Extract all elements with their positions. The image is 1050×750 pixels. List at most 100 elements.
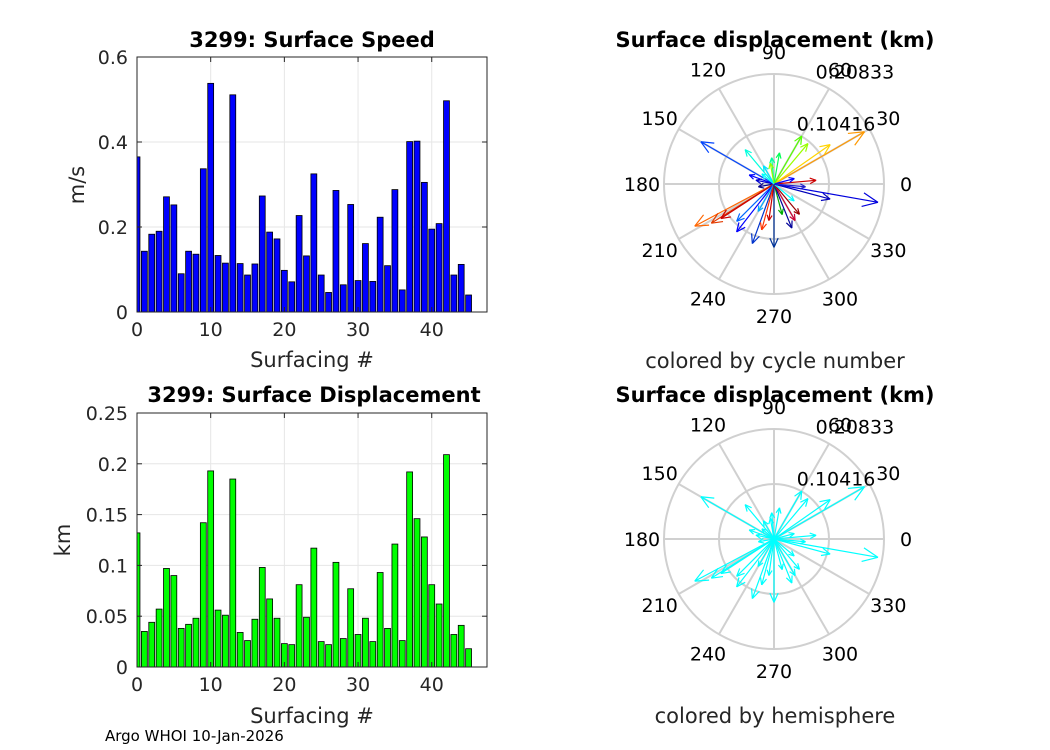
arrow-head [736, 226, 746, 233]
footer-credit: Argo WHOI 10-Jan-2026 [105, 727, 284, 745]
arrow-shaft [773, 490, 803, 540]
polar-subtitle: colored by cycle number [645, 349, 905, 373]
displacement-arrow [700, 496, 775, 540]
polar-ring [663, 428, 885, 650]
arrow-head [788, 176, 795, 180]
arrow-head [789, 178, 795, 183]
arrow-head [800, 135, 803, 145]
arrow-head [773, 237, 779, 248]
arrow-head [744, 149, 752, 154]
axes-box [136, 56, 488, 313]
arrow-head [759, 577, 763, 585]
arrow-head [700, 496, 715, 499]
polar-angle-label: 270 [756, 306, 792, 328]
displacement-arrow [762, 520, 775, 540]
arrow-head [805, 498, 809, 507]
arrow-head [751, 235, 760, 244]
x-tick-label: 0 [131, 319, 143, 341]
bar [428, 584, 436, 667]
x-tick-label: 10 [199, 674, 223, 696]
bar [137, 532, 141, 667]
bar [222, 614, 229, 667]
x-tick-label: 40 [420, 674, 444, 696]
bar [369, 641, 377, 667]
bar [258, 567, 266, 667]
arrow-head [819, 144, 831, 148]
bar [465, 294, 472, 312]
arrow-head [800, 143, 809, 148]
bar [177, 273, 185, 312]
bar [443, 454, 450, 667]
bar [435, 603, 443, 667]
arrow-head [736, 222, 740, 232]
arrow-head [694, 224, 710, 227]
displacement-arrow [773, 143, 809, 185]
arrow-head [797, 208, 801, 215]
bar [325, 292, 332, 312]
arrow-shaft [736, 183, 775, 222]
polar-angle-label: 0 [900, 529, 912, 551]
displacement-arrow [744, 149, 775, 185]
displacement-arrow [773, 183, 806, 190]
arrow-head [775, 152, 780, 159]
displacement-arrow [773, 135, 803, 185]
bar [295, 584, 303, 667]
displacement-arrow [757, 183, 775, 212]
y-tick-label: 0 [116, 302, 128, 324]
arrow-head [761, 173, 768, 177]
arrow-head [768, 215, 773, 221]
bar [310, 173, 318, 312]
arrow-head [700, 141, 715, 144]
x-tick-label: 30 [346, 674, 370, 696]
displacement-arrow [773, 177, 817, 185]
bar [148, 621, 156, 667]
bar [295, 215, 303, 312]
arrow-head [794, 490, 803, 497]
arrow-head [711, 220, 724, 224]
arrow-shaft [773, 131, 865, 185]
arrow-shaft [762, 520, 775, 540]
arrow-head [822, 192, 831, 200]
arrow-head [694, 214, 705, 227]
bar [229, 94, 237, 312]
arrow-head [781, 208, 784, 215]
bar [339, 284, 347, 312]
arrow-head [736, 581, 746, 588]
x-tick-label: 20 [272, 674, 296, 696]
arrow-head [799, 186, 806, 190]
arrow-head [847, 131, 865, 135]
arrow-head [788, 198, 795, 202]
arrow-head [744, 504, 748, 512]
bar [199, 522, 207, 667]
bar [428, 228, 436, 312]
arrow-head [751, 588, 753, 599]
bar [251, 618, 259, 667]
arrow-shaft [720, 183, 775, 220]
arrow-head [758, 537, 764, 543]
polar-angle-label: 150 [642, 463, 678, 485]
displacement-arrow [720, 538, 775, 575]
arrow-head [694, 579, 710, 582]
arrow-head [744, 504, 752, 509]
arrow-shaft [736, 538, 775, 577]
arrow-head [789, 216, 796, 222]
arrow-shaft [773, 532, 795, 540]
arrow-head [800, 183, 806, 188]
polar-ring-label: 0.20833 [816, 417, 895, 439]
arrow-shaft [762, 165, 775, 185]
arrow-head [710, 213, 719, 224]
arrow-shaft [768, 183, 775, 221]
arrow-head [805, 143, 809, 152]
arrow-head [744, 149, 748, 157]
polar-title: Surface displacement (km) [615, 28, 934, 52]
arrow-shaft [694, 183, 775, 227]
polar-ring-label: 0.20833 [816, 62, 895, 84]
bar [251, 263, 259, 312]
arrow-shaft [773, 144, 831, 185]
arrow-head [791, 550, 795, 557]
bar [398, 289, 406, 312]
displacement-arrow [773, 183, 793, 229]
displacement-arrow [773, 490, 803, 540]
bar [192, 253, 200, 312]
